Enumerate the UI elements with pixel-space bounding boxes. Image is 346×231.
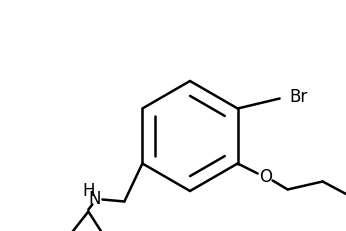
Text: O: O bbox=[259, 167, 272, 185]
Text: Br: Br bbox=[290, 88, 308, 106]
Text: H: H bbox=[82, 182, 94, 200]
Text: N: N bbox=[88, 191, 101, 209]
